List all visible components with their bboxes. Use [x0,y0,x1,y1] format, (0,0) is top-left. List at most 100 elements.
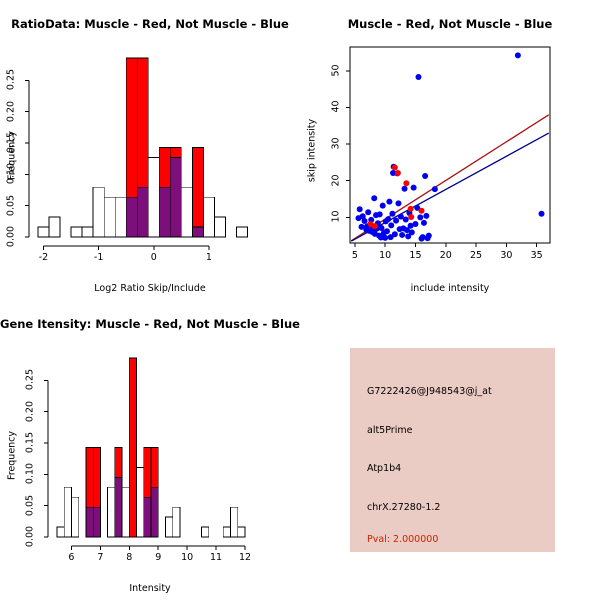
histogram-bar-outline [70,226,83,238]
gene-histogram-axes [44,379,246,550]
scatter-point [538,210,545,217]
scatter-point [405,233,412,240]
tick-label: 11 [210,552,223,563]
tick-label: 0.10 [5,163,17,185]
info-event-type: alt5Prime [367,425,413,436]
panel-ratio-histogram: RatioData: Muscle - Red, Not Muscle - Bl… [0,0,300,300]
scatter-point [378,224,385,231]
histogram-bar-overlap [92,506,101,538]
scatter-point [399,231,406,238]
info-locus: chrX.27280-1.2 [367,502,441,513]
tick-label: 9 [155,552,162,563]
tick-label: 0.00 [5,225,17,248]
scatter-point [431,186,438,193]
regression-line [350,132,550,242]
histogram-bar-outline [128,357,137,538]
tick-label: 0.25 [24,369,36,391]
scatter-point [386,198,393,205]
tick-label: 7 [97,552,104,563]
tick-label: -1 [93,252,104,263]
scatter-point [408,213,415,220]
scatter-point [387,234,394,241]
tick-label: 0.15 [24,431,36,454]
panel-scatter: Muscle - Red, Not Muscle - Blue include … [300,0,600,300]
histogram-bar-outline [114,196,127,238]
scatter-point [394,170,401,177]
scatter-point [356,206,363,213]
scatter-point [514,52,521,59]
scatter-point [419,234,426,241]
gene-histogram-svg [44,357,246,550]
histogram-bar-overlap [150,486,159,538]
tick-label: 12 [238,552,252,563]
scatter-point [407,205,414,212]
histogram-bar-outline [201,526,210,538]
histogram-bar-outline [48,216,61,238]
histogram-bar-outline [71,496,80,538]
scatter-point [412,220,419,227]
scatter-point [414,204,421,211]
info-box: G7222426@J948543@j_at alt5Prime Atp1b4 c… [350,348,555,552]
histogram-bar-outline [191,147,204,238]
scatter-point [376,211,383,218]
histogram-bar-outline [165,516,174,538]
tick-label: 0.05 [24,494,36,516]
histogram-bar-red [128,357,137,538]
scatter-point [401,185,408,192]
scatter-point [358,223,365,230]
tick-label: 10 [330,210,342,223]
histogram-bar-overlap [85,506,94,538]
info-pval: Pval: 2.000000 [367,534,439,545]
tick-label: 50 [330,64,342,77]
tick-label: 0.10 [24,463,36,485]
histogram-bar-outline [92,447,101,538]
tick-label: 30 [330,137,342,150]
scatter-point [417,214,424,221]
histogram-bar-overlap [191,226,204,238]
histogram-bar-outline [202,196,215,238]
histogram-bar-outline [63,486,72,538]
scatter-svg [346,46,551,247]
gene-histogram-bars [56,357,246,538]
info-gene-symbol: Atp1b4 [367,463,402,474]
ratio-histogram-title: RatioData: Muscle - Red, Not Muscle - Bl… [11,17,289,31]
scatter-point [388,222,395,229]
histogram-bar-outline [180,186,193,238]
tick-label: 20 [330,174,342,187]
tick-label: 6 [68,552,75,563]
tick-label: 35 [530,250,543,261]
histogram-bar-outline [37,226,50,238]
scatter-point [391,164,398,171]
tick-label: 0.15 [5,131,17,154]
histogram-bar-outline [230,506,239,538]
tick-label: 20 [439,250,452,261]
tick-label: 0.05 [5,194,17,216]
scatter-point [422,172,429,179]
scatter-point [365,209,372,216]
histogram-bar-overlap [158,186,171,238]
panel-gene-histogram: Gene Itensity: Muscle - Red, Not Muscle … [0,300,300,600]
scatter-point [385,216,392,223]
scatter-point [403,227,410,234]
scatter-point [425,232,432,239]
tick-label: 10 [379,250,392,261]
scatter-point [382,234,389,241]
tick-label: 0.20 [24,400,36,422]
tick-label: 0.25 [5,69,17,91]
tick-label: 8 [126,552,133,563]
histogram-bar-outline [222,526,231,538]
scatter-point [371,223,378,230]
panel-info: G7222426@J948543@j_at alt5Prime Atp1b4 c… [300,300,600,600]
ratio-histogram-xlabel: Log2 Ratio Skip/Include [94,283,206,294]
histogram-bar-outline [147,157,160,238]
gene-histogram-title: Gene Itensity: Muscle - Red, Not Muscle … [0,317,300,331]
scatter-point [383,228,390,235]
histogram-bar-outline [136,57,149,238]
histogram-bar-overlap [125,196,138,238]
scatter-data-points [355,52,545,242]
tick-label: 0.20 [5,100,17,122]
scatter-regression-lines [350,114,550,242]
tick-label: 0 [150,252,157,263]
scatter-point [415,74,422,81]
